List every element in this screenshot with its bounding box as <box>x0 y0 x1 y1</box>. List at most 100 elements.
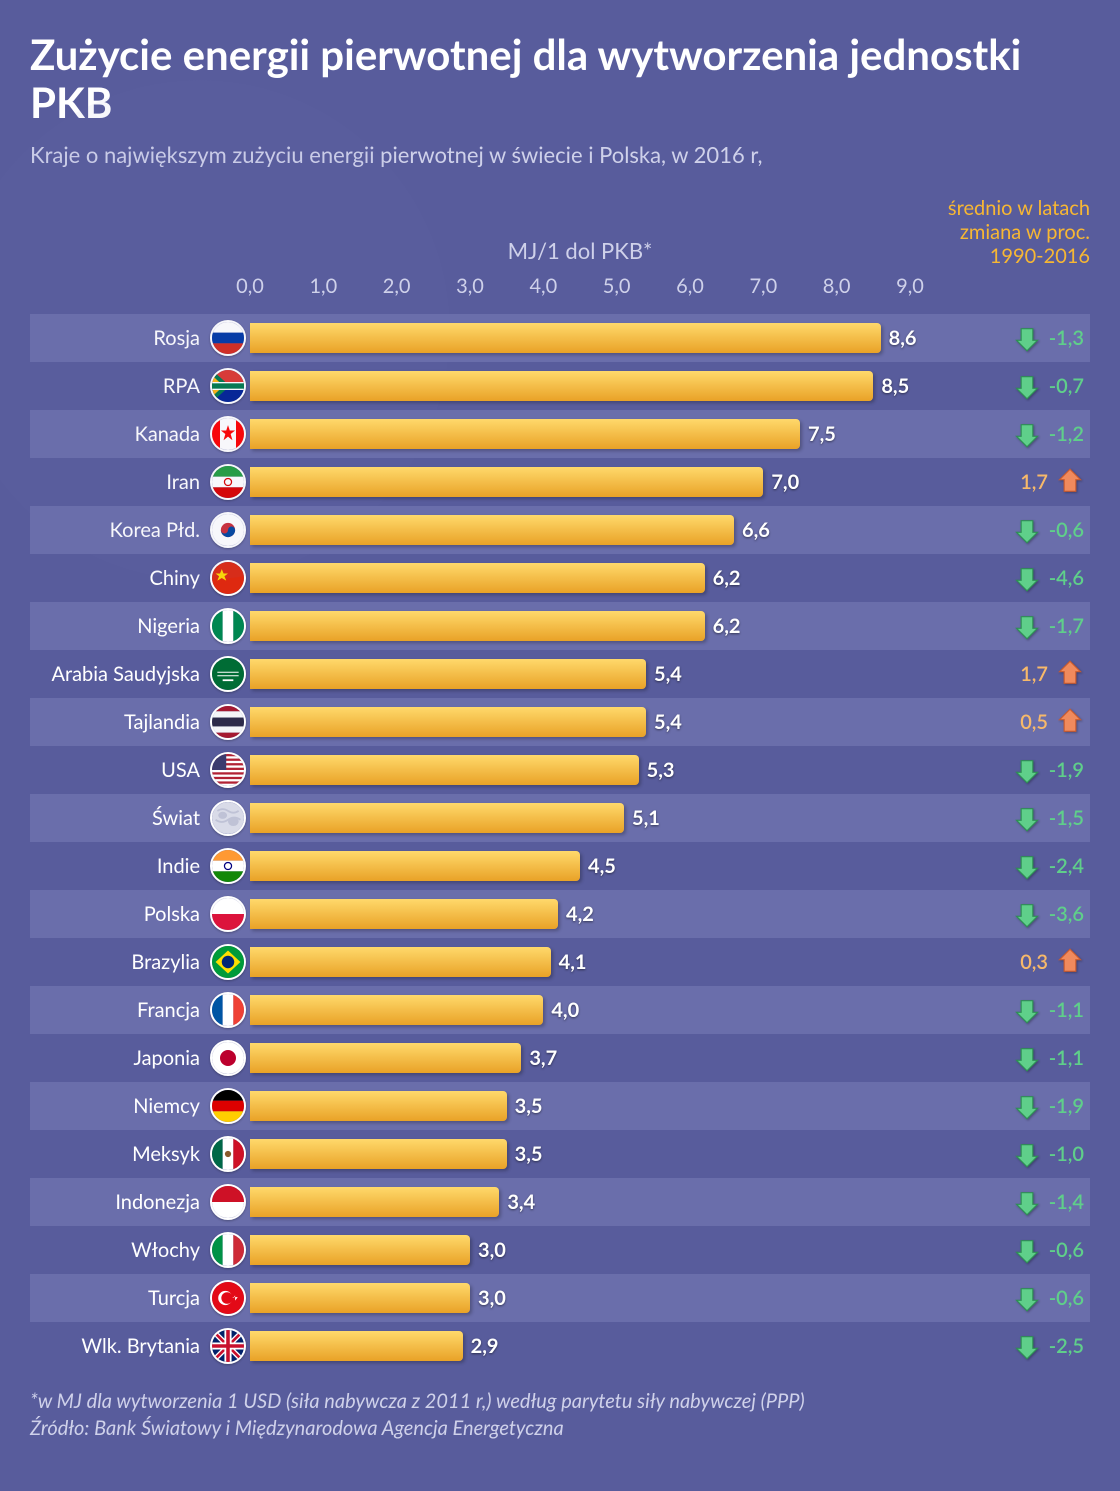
flag-icon <box>210 608 246 644</box>
bar-cell: 3,0 <box>250 1274 910 1322</box>
bar-cell: 5,4 <box>250 650 910 698</box>
bar-cell: 6,2 <box>250 554 910 602</box>
change-cell: -1,0 <box>910 1140 1090 1168</box>
arrow-up-icon <box>1056 660 1084 688</box>
change-value: -1,1 <box>1049 1046 1084 1070</box>
flag-cell <box>206 416 250 452</box>
bar-cell: 2,9 <box>250 1322 910 1370</box>
bar-cell: 4,0 <box>250 986 910 1034</box>
change-cell: -1,1 <box>910 1044 1090 1072</box>
bar-value: 8,5 <box>881 374 909 398</box>
change-cell: 0,3 <box>910 948 1090 976</box>
bar-cell: 4,2 <box>250 890 910 938</box>
flag-cell <box>206 800 250 836</box>
x-tick: 7,0 <box>749 274 777 298</box>
x-tick: 0,0 <box>236 274 264 298</box>
bar-value: 5,4 <box>654 710 682 734</box>
bar-row: Chiny 6,2 -4,6 <box>30 554 1090 602</box>
bar-row: Indonezja3,4-1,4 <box>30 1178 1090 1226</box>
bar: 2,9 <box>250 1331 463 1361</box>
bar: 6,6 <box>250 515 734 545</box>
bar: 5,4 <box>250 659 646 689</box>
flag-icon <box>210 416 246 452</box>
change-value: -1,4 <box>1049 1190 1084 1214</box>
country-label: Świat <box>30 806 206 830</box>
bar-row: Turcja 3,0 -0,6 <box>30 1274 1090 1322</box>
flag-icon <box>210 320 246 356</box>
country-label: Indie <box>30 854 206 878</box>
change-cell: -4,6 <box>910 564 1090 592</box>
flag-cell <box>206 320 250 356</box>
arrow-down-icon <box>1013 1188 1041 1216</box>
bar-value: 4,1 <box>559 950 587 974</box>
arrow-down-icon <box>1013 1140 1041 1168</box>
country-label: Turcja <box>30 1286 206 1310</box>
x-axis-ticks: 0,01,02,03,04,05,06,07,08,09,0 <box>30 274 1090 304</box>
chart-title: Zużycie energii pierwotnej dla wytworzen… <box>30 30 1090 127</box>
x-tick: 8,0 <box>823 274 851 298</box>
change-cell: -3,6 <box>910 900 1090 928</box>
arrow-down-icon <box>1013 900 1041 928</box>
change-cell: -1,1 <box>910 996 1090 1024</box>
flag-cell <box>206 608 250 644</box>
flag-cell <box>206 752 250 788</box>
arrow-down-icon <box>1013 804 1041 832</box>
country-label: Wlk. Brytania <box>30 1334 206 1358</box>
footnote-line-1: *w MJ dla wytworzenia 1 USD (siła nabywc… <box>30 1388 1090 1415</box>
change-cell: 1,7 <box>910 660 1090 688</box>
arrow-down-icon <box>1013 1044 1041 1072</box>
country-label: Indonezja <box>30 1190 206 1214</box>
flag-icon <box>210 656 246 692</box>
country-label: Korea Płd. <box>30 518 206 542</box>
flag-icon <box>210 704 246 740</box>
flag-cell <box>206 560 250 596</box>
change-cell: -1,7 <box>910 612 1090 640</box>
bar-value: 5,4 <box>654 662 682 686</box>
arrow-down-icon <box>1013 996 1041 1024</box>
bar: 7,0 <box>250 467 763 497</box>
change-value: 0,3 <box>1020 950 1048 974</box>
bar: 4,2 <box>250 899 558 929</box>
change-cell: 0,5 <box>910 708 1090 736</box>
bar-cell: 6,6 <box>250 506 910 554</box>
flag-cell <box>206 1088 250 1124</box>
flag-icon <box>210 368 246 404</box>
flag-icon <box>210 944 246 980</box>
flag-cell <box>206 992 250 1028</box>
arrow-down-icon <box>1013 324 1041 352</box>
flag-icon <box>210 1088 246 1124</box>
bar: 4,1 <box>250 947 551 977</box>
bar-value: 6,6 <box>742 518 770 542</box>
bar-value: 6,2 <box>713 566 741 590</box>
bar: 8,5 <box>250 371 873 401</box>
bar-value: 3,0 <box>478 1286 506 1310</box>
bar-cell: 3,0 <box>250 1226 910 1274</box>
x-tick: 9,0 <box>896 274 924 298</box>
bar: 5,1 <box>250 803 624 833</box>
arrow-down-icon <box>1013 420 1041 448</box>
arrow-down-icon <box>1013 1092 1041 1120</box>
arrow-down-icon <box>1013 1284 1041 1312</box>
bar: 4,5 <box>250 851 580 881</box>
country-label: RPA <box>30 374 206 398</box>
change-cell: -0,6 <box>910 1284 1090 1312</box>
arrow-up-icon <box>1056 708 1084 736</box>
bar-row: Korea Płd.6,6-0,6 <box>30 506 1090 554</box>
flag-icon <box>210 992 246 1028</box>
flag-cell <box>206 512 250 548</box>
change-value: 0,5 <box>1020 710 1048 734</box>
footnote: *w MJ dla wytworzenia 1 USD (siła nabywc… <box>30 1388 1090 1442</box>
bar-cell: 3,5 <box>250 1130 910 1178</box>
arrow-down-icon <box>1013 612 1041 640</box>
flag-cell <box>206 1280 250 1316</box>
change-cell: 1,7 <box>910 468 1090 496</box>
change-value: -1,3 <box>1049 326 1084 350</box>
change-value: -1,1 <box>1049 998 1084 1022</box>
change-value: -1,5 <box>1049 806 1084 830</box>
change-header: średnio w latach zmiana w proc. 1990-201… <box>910 196 1090 268</box>
change-cell: -1,5 <box>910 804 1090 832</box>
change-cell: -2,4 <box>910 852 1090 880</box>
country-label: Chiny <box>30 566 206 590</box>
bar-row: Rosja8,6-1,3 <box>30 314 1090 362</box>
bar-row: Wlk. Brytania2,9-2,5 <box>30 1322 1090 1370</box>
